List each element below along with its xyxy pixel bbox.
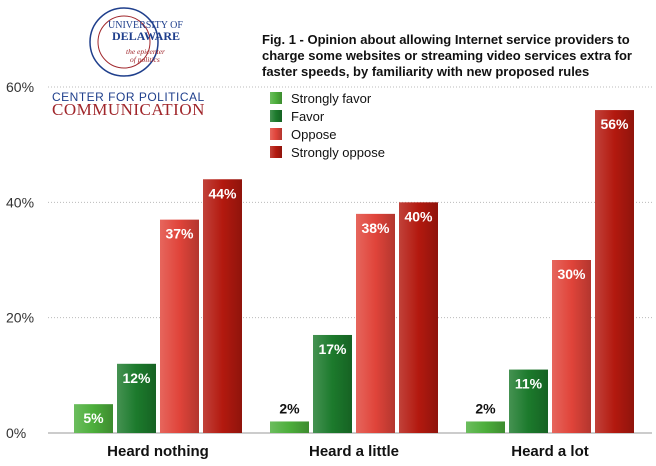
chart-title: Fig. 1 - Opinion about allowing Internet… bbox=[262, 32, 632, 79]
data-label: 40% bbox=[404, 208, 433, 224]
title-line-3: faster speeds, by familiarity with new p… bbox=[262, 64, 589, 79]
bar bbox=[203, 179, 242, 433]
data-label: 37% bbox=[165, 226, 194, 242]
title-line-1: Fig. 1 - Opinion about allowing Internet… bbox=[262, 32, 630, 47]
y-tick-label: 40% bbox=[6, 194, 34, 210]
center-line1: CENTER FOR POLITICAL bbox=[52, 90, 205, 104]
logo-ring-inner-icon bbox=[97, 15, 151, 69]
bar bbox=[552, 260, 591, 433]
legend-label: Strongly favor bbox=[291, 91, 372, 106]
bar bbox=[466, 421, 505, 433]
university-logo: UNIVERSITY OF DELAWARE the epicenter of … bbox=[52, 7, 205, 119]
bar bbox=[160, 219, 199, 433]
bars bbox=[74, 110, 634, 434]
legend-label: Strongly oppose bbox=[291, 145, 385, 160]
bar bbox=[117, 363, 156, 433]
x-tick-label: Heard a lot bbox=[511, 443, 589, 460]
x-axis: Heard nothing Heard a little Heard a lot bbox=[107, 443, 589, 460]
title-line-2: charge some websites or streaming video … bbox=[262, 48, 632, 63]
bar bbox=[356, 213, 395, 433]
legend-label: Favor bbox=[291, 109, 325, 124]
x-tick-label: Heard a little bbox=[309, 443, 399, 460]
data-label: 17% bbox=[318, 341, 347, 357]
data-label: 2% bbox=[475, 400, 496, 416]
bar bbox=[595, 110, 634, 434]
bar bbox=[74, 404, 113, 433]
data-labels: 5% 12% 37% 44% 2% 17% 38% 40% 2% 11% 30% 56% bbox=[83, 116, 629, 426]
logo-ring-outer-icon bbox=[89, 7, 159, 77]
x-tick-label: Heard nothing bbox=[107, 443, 209, 460]
y-tick-label: 0% bbox=[6, 425, 26, 441]
data-label: 12% bbox=[122, 370, 151, 386]
logo-university-line2: DELAWARE bbox=[112, 29, 180, 43]
data-label: 38% bbox=[361, 220, 390, 236]
data-label: 30% bbox=[557, 266, 586, 282]
logo-tagline-line1: the epicenter bbox=[126, 47, 165, 56]
bar bbox=[509, 369, 548, 433]
legend-swatch bbox=[270, 128, 282, 140]
y-tick-label: 20% bbox=[6, 310, 34, 326]
legend: Strongly favor Favor Oppose Strongly oppose bbox=[270, 91, 385, 160]
bar bbox=[313, 334, 352, 433]
y-axis: 0% 20% 40% 60% bbox=[6, 79, 34, 441]
legend-swatch bbox=[270, 146, 282, 158]
bar bbox=[270, 421, 309, 433]
data-label: 56% bbox=[600, 116, 629, 132]
legend-label: Oppose bbox=[291, 127, 337, 142]
center-line2: COMMUNICATION bbox=[52, 100, 205, 119]
logo-tagline-line2: of politics bbox=[130, 55, 160, 64]
data-label: 2% bbox=[279, 400, 300, 416]
data-label: 44% bbox=[208, 185, 237, 201]
y-tick-label: 60% bbox=[6, 79, 34, 95]
legend-swatch bbox=[270, 110, 282, 122]
data-label: 5% bbox=[83, 410, 104, 426]
bar bbox=[399, 202, 438, 433]
logo-university-line1: UNIVERSITY OF bbox=[108, 20, 183, 31]
legend-swatch bbox=[270, 92, 282, 104]
data-label: 11% bbox=[515, 376, 543, 392]
